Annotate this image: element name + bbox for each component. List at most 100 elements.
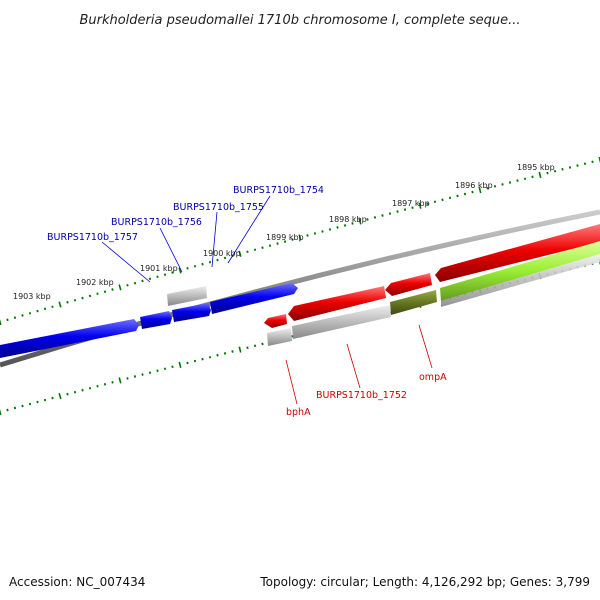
map-title: Burkholderia pseudomallei 1710b chromoso…: [79, 13, 520, 28]
minor-tick: [141, 279, 144, 283]
minor-tick: [261, 342, 264, 346]
gene-label[interactable]: ompA: [419, 372, 447, 383]
minor-tick: [133, 281, 137, 285]
overlap-feature[interactable]: [390, 290, 437, 315]
gene-feature[interactable]: [172, 303, 211, 322]
leader-line: [227, 195, 271, 264]
minor-tick: [313, 232, 317, 235]
gene-feature[interactable]: [435, 224, 600, 282]
kbp-label-1900: 1900 kbp: [203, 249, 241, 258]
minor-tick: [96, 384, 99, 388]
leader-line: [346, 343, 361, 389]
minor-tick: [21, 404, 24, 408]
minor-tick: [246, 346, 249, 350]
gene-feature[interactable]: [0, 319, 139, 358]
minor-tick: [336, 226, 339, 229]
minor-tick: [103, 382, 107, 386]
pseudo-feature[interactable]: [267, 328, 292, 346]
kbp-label-1898: 1898 kbp: [329, 215, 367, 224]
major-tick: [418, 202, 422, 209]
upper-gene-labels: BURPS1710b_1757 BURPS1710b_1756 BURPS171…: [47, 185, 324, 283]
minor-tick: [253, 248, 257, 252]
misc-feature[interactable]: [440, 241, 600, 301]
gene-feature[interactable]: [288, 286, 386, 321]
minor-tick: [171, 365, 174, 369]
minor-tick: [508, 181, 512, 184]
pseudo-feature[interactable]: [441, 254, 600, 307]
minor-tick: [51, 305, 54, 309]
minor-tick: [193, 264, 197, 268]
gene-feature[interactable]: [385, 273, 432, 296]
minor-tick: [163, 273, 167, 276]
minor-tick: [51, 396, 54, 400]
minor-tick: [291, 335, 294, 338]
minor-tick: [388, 212, 392, 215]
minor-tick: [81, 388, 84, 392]
kbp-label-1903: 1903 kbp: [13, 292, 51, 301]
major-tick: [238, 250, 242, 257]
minor-tick: [351, 222, 354, 225]
minor-tick: [321, 230, 324, 233]
minor-tick: [36, 309, 39, 313]
minor-tick: [111, 381, 114, 384]
minor-tick: [73, 390, 77, 394]
lower-gene-labels: bphA BURPS1710b_1752 ompA: [285, 324, 447, 418]
minor-tick: [13, 316, 17, 319]
minor-tick: [328, 228, 332, 231]
minor-tick: [223, 256, 227, 260]
accession-label: Accession: NC_007434: [9, 575, 145, 589]
leader-line: [211, 211, 218, 268]
minor-tick: [531, 175, 534, 179]
minor-tick: [156, 275, 159, 279]
major-tick: [118, 377, 122, 384]
minor-tick: [516, 179, 519, 182]
minor-tick: [88, 294, 92, 298]
minor-tick: [591, 160, 594, 164]
gene-label[interactable]: bphA: [286, 407, 311, 418]
minor-tick: [186, 267, 189, 270]
minor-tick: [463, 192, 467, 196]
minor-tick: [13, 406, 17, 410]
minor-tick: [373, 216, 377, 219]
reverse-features: [264, 224, 600, 346]
gene-label[interactable]: BURPS1710b_1754: [233, 185, 324, 196]
gene-label[interactable]: BURPS1710b_1756: [111, 217, 202, 228]
minor-tick: [403, 208, 407, 211]
topology-label: Topology: circular; Length: 4,126,292 bp…: [259, 575, 590, 589]
minor-tick: [471, 190, 474, 194]
kbp-label-1901: 1901 kbp: [140, 264, 178, 273]
minor-tick: [246, 250, 249, 254]
minor-tick: [493, 185, 497, 188]
minor-tick: [568, 166, 572, 169]
minor-tick: [126, 283, 129, 287]
major-tick: [178, 361, 182, 368]
minor-tick: [501, 183, 504, 186]
forward-features: [0, 283, 298, 358]
minor-tick: [36, 400, 39, 404]
minor-tick: [306, 234, 309, 237]
minor-tick: [366, 218, 369, 221]
minor-tick: [126, 377, 129, 380]
gene-label[interactable]: BURPS1710b_1757: [47, 232, 138, 243]
gene-label[interactable]: BURPS1710b_1752: [316, 390, 407, 401]
minor-tick: [343, 224, 347, 227]
minor-tick: [276, 242, 279, 245]
gene-feature[interactable]: [264, 314, 287, 328]
minor-tick: [156, 369, 159, 373]
minor-tick: [486, 186, 489, 190]
minor-tick: [231, 350, 234, 353]
pseudo-feature[interactable]: [167, 286, 207, 306]
minor-tick: [148, 371, 152, 374]
minor-tick: [186, 361, 189, 365]
minor-tick: [216, 353, 219, 357]
gene-feature[interactable]: [140, 311, 172, 329]
pseudo-feature[interactable]: [292, 305, 391, 339]
major-tick: [0, 408, 2, 416]
gene-label[interactable]: BURPS1710b_1755: [173, 202, 264, 213]
minor-tick: [148, 277, 152, 281]
minor-tick: [66, 301, 69, 304]
gene-feature[interactable]: [210, 283, 298, 314]
minor-tick: [433, 200, 437, 204]
minor-tick: [21, 314, 24, 317]
